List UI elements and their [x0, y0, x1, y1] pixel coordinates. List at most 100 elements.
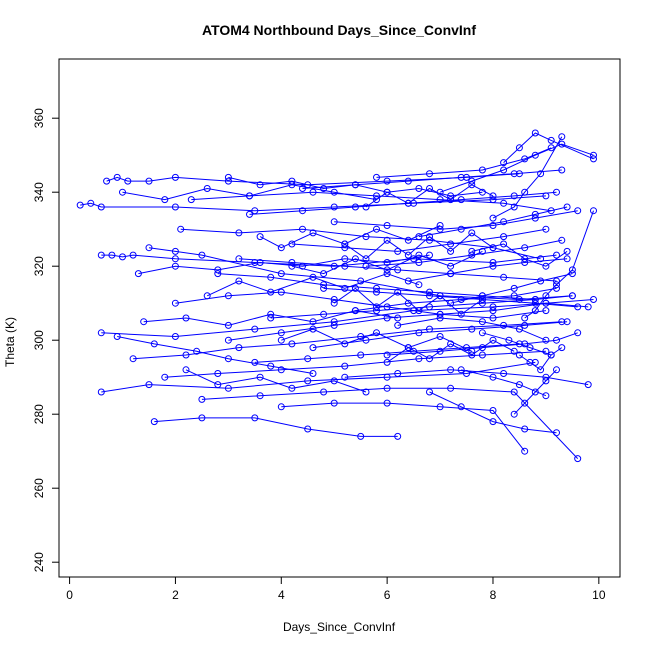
data-point [426, 236, 433, 244]
data-point [500, 199, 508, 207]
data-point [553, 429, 560, 437]
data-point [330, 377, 338, 385]
series-20 [277, 399, 529, 455]
data-point [129, 251, 137, 259]
data-point [341, 373, 349, 381]
data-point [436, 314, 444, 322]
data-point [415, 329, 423, 337]
data-point [224, 384, 232, 392]
data-point [224, 292, 232, 300]
data-point [563, 255, 571, 263]
series-line [471, 243, 568, 267]
data-point [568, 266, 576, 274]
data-point [177, 225, 185, 233]
series-line [228, 299, 594, 341]
data-point [87, 199, 95, 207]
data-point [415, 355, 423, 363]
data-point [341, 255, 349, 263]
data-point [362, 336, 370, 344]
data-point [489, 373, 497, 381]
data-point [383, 351, 391, 359]
data-point [404, 177, 412, 185]
series-line [206, 273, 420, 297]
series-47 [182, 366, 370, 396]
data-point [537, 366, 545, 374]
data-point [447, 366, 455, 374]
data-point [489, 407, 497, 414]
x-tick-label: 0 [66, 588, 73, 602]
series-44 [521, 207, 597, 322]
data-point [277, 288, 285, 296]
data-point [288, 181, 296, 189]
data-point [76, 201, 84, 209]
data-point [203, 292, 211, 300]
data-point [246, 192, 253, 200]
data-point [436, 196, 444, 204]
data-point [468, 229, 476, 237]
data-point [320, 281, 328, 289]
series-line [513, 369, 557, 415]
data-point [235, 344, 243, 352]
data-point [531, 129, 539, 137]
data-point [553, 366, 560, 374]
data-point [330, 318, 338, 326]
data-point [447, 299, 455, 307]
series-line [175, 291, 546, 319]
y-tick-label: 320 [32, 256, 46, 276]
series-23 [309, 318, 571, 352]
series-line [408, 258, 568, 282]
data-point [351, 181, 359, 189]
series-42 [510, 366, 560, 418]
data-point [330, 203, 338, 211]
data-point [489, 262, 497, 270]
data-point [542, 299, 550, 307]
data-point [330, 296, 338, 303]
data-point [341, 362, 349, 370]
data-point [457, 225, 465, 233]
data-point [383, 177, 391, 185]
data-point [515, 351, 523, 359]
data-point [267, 362, 275, 370]
series-15 [224, 296, 597, 344]
data-point [447, 270, 455, 278]
series-line [344, 232, 494, 260]
plot-area [76, 129, 597, 463]
series-line [429, 391, 557, 434]
data-point [521, 399, 529, 407]
data-point [304, 377, 312, 385]
x-axis: 0 2 4 6 8 10 [66, 576, 606, 602]
data-point [97, 388, 105, 396]
y-tick-label: 280 [32, 404, 46, 424]
data-point [288, 340, 296, 348]
data-point [351, 284, 359, 292]
y-tick-label: 240 [32, 552, 46, 572]
data-point [531, 307, 539, 315]
series-line [334, 210, 578, 230]
data-point [373, 192, 380, 200]
data-point [394, 370, 402, 377]
series-line [450, 273, 573, 304]
data-point [320, 284, 328, 292]
data-point [515, 325, 523, 333]
data-point [515, 144, 523, 152]
data-point [457, 196, 465, 204]
data-point [515, 381, 523, 389]
series-line [386, 339, 515, 363]
series-line [201, 387, 579, 459]
data-point [415, 259, 423, 266]
data-point [426, 170, 433, 178]
data-point [119, 253, 126, 261]
x-axis-label: Days_Since_ConvInf [283, 620, 396, 634]
series-27 [351, 284, 560, 315]
data-point [568, 292, 576, 300]
series-1 [97, 299, 592, 340]
data-point [198, 251, 206, 259]
data-point [182, 314, 190, 322]
data-point [113, 333, 121, 340]
data-point [478, 166, 486, 174]
data-point [426, 355, 433, 363]
data-point [542, 225, 550, 233]
data-point [103, 177, 111, 185]
data-point [134, 270, 142, 278]
data-point [563, 247, 571, 255]
